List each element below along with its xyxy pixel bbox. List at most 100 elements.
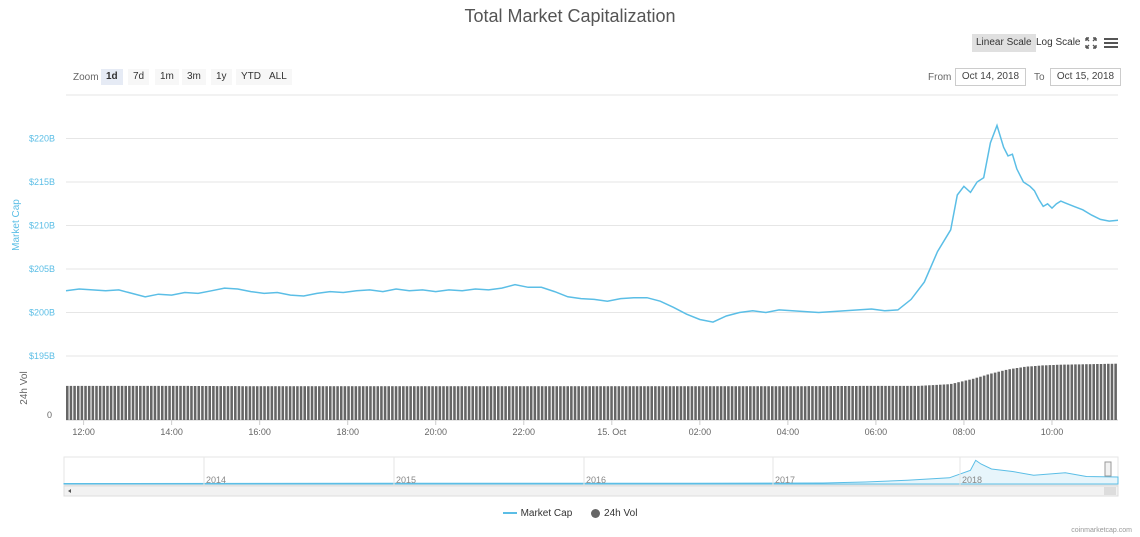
volume-bar <box>489 386 493 420</box>
volume-bar <box>234 386 237 420</box>
volume-bar <box>559 386 562 420</box>
volume-bar <box>533 386 537 420</box>
volume-bar <box>303 386 306 420</box>
volume-bar <box>1012 368 1015 420</box>
zoom-ytd-button[interactable]: YTD <box>236 69 266 85</box>
legend-volume[interactable]: 24h Vol <box>591 508 637 519</box>
volume-bar <box>522 386 526 420</box>
volume-bar <box>128 385 131 420</box>
volume-bar <box>204 386 208 420</box>
volume-bar <box>774 386 778 420</box>
volume-bar <box>135 385 138 420</box>
volume-bar <box>570 386 573 420</box>
volume-bar <box>325 386 328 420</box>
line-swatch-icon <box>502 512 517 515</box>
fullscreen-icon[interactable] <box>1085 37 1097 49</box>
volume-bar <box>738 386 741 420</box>
volume-bar <box>175 385 179 420</box>
volume-bar <box>1085 364 1088 420</box>
navigator-handle[interactable] <box>1104 461 1112 477</box>
volume-bar <box>873 385 876 420</box>
volume-bar <box>449 386 453 420</box>
volume-bar <box>190 386 193 420</box>
volume-bar <box>255 386 259 420</box>
zoom-1m-button[interactable]: 1m <box>155 69 179 85</box>
linear-scale-button[interactable]: Linear Scale <box>972 34 1036 52</box>
zoom-1d-button[interactable]: 1d <box>101 69 123 85</box>
volume-bar <box>716 386 719 420</box>
volume-bar <box>299 386 303 420</box>
volume-bar <box>1026 366 1030 420</box>
volume-bar <box>588 386 591 420</box>
volume-bar <box>851 386 854 420</box>
volume-bar <box>186 385 190 420</box>
volume-bar <box>613 386 617 420</box>
log-scale-button[interactable]: Log Scale <box>1036 37 1081 48</box>
volume-bar <box>1023 366 1026 420</box>
volume-bar <box>789 386 792 420</box>
volume-bar <box>971 378 975 420</box>
volume-bar <box>621 386 624 420</box>
volume-bar <box>902 385 906 420</box>
volume-bar <box>434 386 438 420</box>
volume-bar <box>1015 368 1019 420</box>
volume-bar <box>719 386 723 420</box>
navigator-year-label: 2018 <box>962 475 982 485</box>
volume-bar <box>171 385 175 420</box>
navigator-scrollbar[interactable] <box>63 485 1119 497</box>
volume-bar <box>555 386 559 420</box>
volume-bar <box>537 386 540 420</box>
volume-bar <box>471 386 475 420</box>
volume-bar <box>394 386 398 420</box>
volume-bar <box>592 386 595 420</box>
volume-bar <box>617 386 621 420</box>
volume-bar <box>168 385 171 420</box>
volume-bar <box>310 386 314 420</box>
volume-bar <box>650 386 653 420</box>
volume-bar <box>1019 367 1022 420</box>
from-date-input[interactable]: Oct 14, 2018 <box>955 68 1026 86</box>
volume-bar <box>252 386 255 420</box>
volume-bar <box>336 386 339 420</box>
volume-bar <box>380 386 383 420</box>
volume-bar <box>869 385 873 420</box>
volume-bar <box>822 386 825 420</box>
volume-bar <box>402 386 405 420</box>
scrollbar-thumb[interactable] <box>1104 487 1116 495</box>
menu-icon[interactable] <box>1104 37 1118 49</box>
volume-bar <box>179 385 182 420</box>
volume-bar <box>387 386 390 420</box>
volume-bar <box>931 385 935 420</box>
volume-bar <box>975 377 979 420</box>
volume-bar <box>73 385 76 420</box>
volume-bar <box>712 386 716 420</box>
volume-bar <box>811 386 814 420</box>
zoom-3m-button[interactable]: 3m <box>182 69 206 85</box>
volume-bar <box>160 385 164 420</box>
volume-bar <box>540 386 544 420</box>
volume-bar <box>274 386 277 420</box>
volume-bar <box>624 386 628 420</box>
zoom-1y-button[interactable]: 1y <box>211 69 232 85</box>
legend-market-cap[interactable]: Market Cap <box>502 508 572 519</box>
zoom-all-button[interactable]: ALL <box>264 69 292 85</box>
volume-bar <box>164 385 168 420</box>
volume-bar <box>413 386 416 420</box>
volume-bar <box>332 386 336 420</box>
credit-link[interactable]: coinmarketcap.com <box>1071 527 1132 534</box>
volume-bar <box>683 386 686 420</box>
volume-bar <box>478 386 482 420</box>
volume-bar <box>997 371 1001 420</box>
navigator[interactable]: 2014 2015 2016 2017 2018 <box>63 456 1119 497</box>
to-date-input[interactable]: Oct 15, 2018 <box>1050 68 1121 86</box>
volume-bar <box>1059 364 1063 420</box>
volume-bar <box>960 381 964 420</box>
volume-bar <box>785 386 789 420</box>
volume-bar <box>438 386 442 420</box>
volume-bar <box>117 385 120 420</box>
volume-bar <box>244 386 248 420</box>
zoom-7d-button[interactable]: 7d <box>128 69 150 85</box>
scroll-left-icon[interactable] <box>68 489 71 493</box>
volume-bar <box>573 386 577 420</box>
volume-bar <box>829 386 832 420</box>
